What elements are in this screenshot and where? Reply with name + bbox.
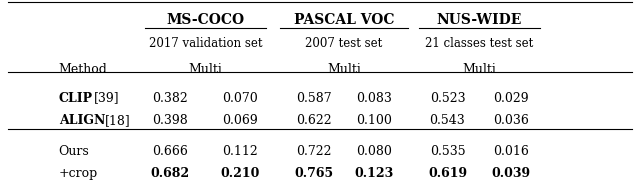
Text: Multi: Multi	[327, 63, 361, 76]
Text: [39]: [39]	[94, 92, 120, 105]
Text: 0.112: 0.112	[223, 145, 258, 158]
Text: 0.069: 0.069	[223, 114, 258, 127]
Text: 2017 validation set: 2017 validation set	[148, 37, 262, 50]
Text: 0.619: 0.619	[428, 167, 467, 180]
Text: +crop: +crop	[59, 167, 98, 180]
Text: 0.039: 0.039	[492, 167, 531, 180]
Text: 2007 test set: 2007 test set	[305, 37, 383, 50]
Text: PASCAL VOC: PASCAL VOC	[294, 13, 394, 27]
Text: 0.543: 0.543	[429, 114, 465, 127]
Text: 0.036: 0.036	[493, 114, 529, 127]
Text: MS-COCO: MS-COCO	[166, 13, 244, 27]
Text: 0.523: 0.523	[429, 92, 465, 105]
Text: 0.100: 0.100	[356, 114, 392, 127]
Text: 0.622: 0.622	[296, 114, 332, 127]
Text: 0.080: 0.080	[356, 145, 392, 158]
Text: 0.382: 0.382	[152, 92, 188, 105]
Text: ALIGN: ALIGN	[59, 114, 105, 127]
Text: Method: Method	[59, 63, 108, 76]
Text: 21 classes test set: 21 classes test set	[425, 37, 533, 50]
Text: Multi: Multi	[188, 63, 222, 76]
Text: 0.029: 0.029	[493, 92, 529, 105]
Text: 0.722: 0.722	[296, 145, 332, 158]
Text: [18]: [18]	[104, 114, 131, 127]
Text: 0.587: 0.587	[296, 92, 332, 105]
Text: 0.398: 0.398	[152, 114, 188, 127]
Text: 0.070: 0.070	[223, 92, 258, 105]
Text: 0.682: 0.682	[150, 167, 190, 180]
Text: 0.535: 0.535	[429, 145, 465, 158]
Text: Ours: Ours	[59, 145, 90, 158]
Text: 0.210: 0.210	[221, 167, 260, 180]
Text: Multi: Multi	[462, 63, 496, 76]
Text: 0.123: 0.123	[355, 167, 394, 180]
Text: NUS-WIDE: NUS-WIDE	[436, 13, 522, 27]
Text: 0.666: 0.666	[152, 145, 188, 158]
Text: 0.016: 0.016	[493, 145, 529, 158]
Text: CLIP: CLIP	[59, 92, 93, 105]
Text: 0.765: 0.765	[294, 167, 333, 180]
Text: 0.083: 0.083	[356, 92, 392, 105]
